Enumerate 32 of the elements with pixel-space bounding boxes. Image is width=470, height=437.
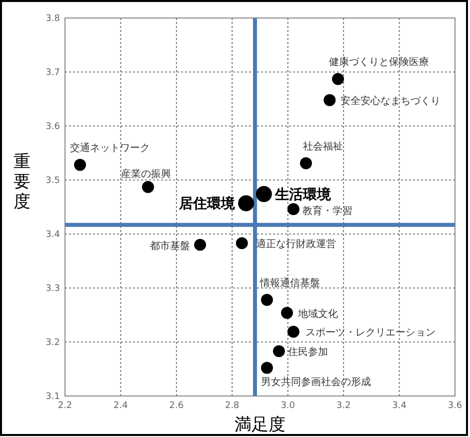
y-tick-label: 3.2 — [46, 338, 60, 348]
annotation: 産業の振興 — [121, 168, 172, 180]
annotation: 生活環境 — [274, 186, 332, 204]
annotation: 健康づくりと保険医療 — [329, 56, 429, 68]
y-tick-label: 3.8 — [46, 14, 60, 24]
x-tick-label: 2.4 — [114, 401, 128, 411]
annotation: 情報通信基盤 — [258, 276, 320, 289]
x-tick-label: 3.4 — [392, 401, 407, 411]
x-tick-label: 3.6 — [448, 401, 462, 411]
x-axis-title: 満足度 — [234, 415, 286, 435]
annotation: 居住環境 — [178, 195, 236, 212]
annotation: スポーツ・レクリエーション — [305, 328, 436, 339]
y-tick-label: 3.5 — [46, 176, 60, 186]
x-tick-label: 3.0 — [280, 401, 296, 411]
x-tick-label: 2.8 — [224, 401, 240, 411]
annotation: 交通ネットワーク — [70, 142, 150, 154]
x-tick-label: 2.6 — [169, 401, 184, 411]
y-tick-label: 3.7 — [46, 68, 60, 78]
y-tick-label: 3.1 — [46, 392, 60, 402]
x-tick-label: 2.2 — [58, 401, 72, 411]
y-tick-label: 3.3 — [46, 284, 60, 294]
y-axis-title: 重要度 — [14, 152, 30, 212]
annotation: 教育・学習 — [302, 205, 352, 218]
annotation: 社会福祉 — [302, 140, 343, 152]
annotation: 住民参加 — [288, 346, 328, 358]
annotation: 都市基盤 — [150, 240, 190, 252]
y-tick-label: 3.4 — [46, 230, 60, 240]
annotation: 男女共同参画社会の形成 — [260, 376, 371, 388]
y-tick-label: 3.6 — [46, 122, 60, 132]
annotation: 安全安心なまちづくり — [340, 95, 441, 108]
x-tick-label: 3.2 — [336, 401, 351, 411]
annotation: 地域文化 — [297, 308, 338, 320]
